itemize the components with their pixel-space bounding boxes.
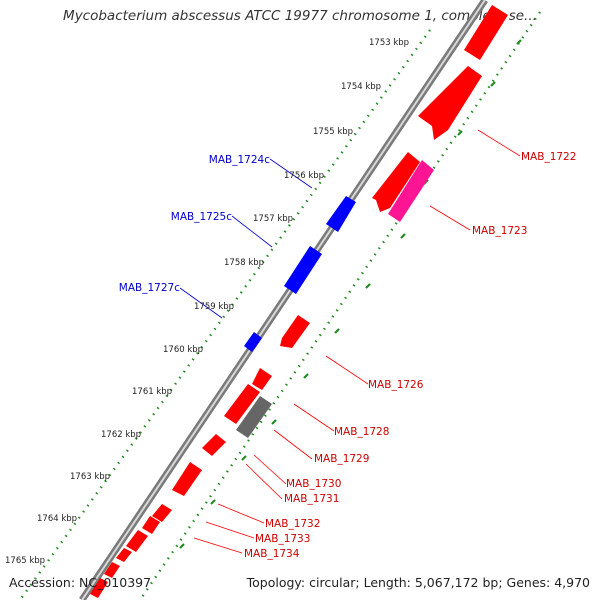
forward-gene-label[interactable]: MAB_1729: [314, 453, 369, 465]
kbp-tick-label: 1762 kbp: [101, 430, 141, 440]
kbp-tick-label: 1759 kbp: [194, 302, 234, 312]
kbp-tick-label: 1763 kbp: [70, 472, 110, 482]
gene-mab-1726: [280, 315, 310, 348]
gene-mab-1728-small: [252, 368, 272, 390]
gene-mab-1724c: [326, 196, 356, 232]
gene-mab-1732: [152, 504, 172, 522]
forward-gene-label[interactable]: MAB_1733: [255, 533, 310, 545]
reverse-gene-label[interactable]: MAB_1725c: [171, 211, 232, 223]
gene-small-2: [104, 562, 120, 578]
gene-small-3: [90, 578, 108, 598]
gene-mab-1733: [142, 516, 160, 534]
kbp-tick-label: 1754 kbp: [341, 82, 381, 92]
gene-mab-1722-top: [464, 5, 508, 60]
gene-mab-1723: [388, 160, 434, 222]
map-title: Mycobacterium abscessus ATCC 19977 chrom…: [63, 8, 537, 24]
inner-right-tick-track: [139, 11, 541, 600]
gene-mab-1723a: [372, 152, 420, 212]
right-track-major-ticks: [179, 39, 522, 549]
gene-mab-1734: [126, 530, 148, 552]
forward-gene-label[interactable]: MAB_1730: [286, 478, 341, 490]
reverse-gene-labels: MAB_1724c MAB_1725c MAB_1727c: [119, 154, 270, 294]
forward-leader-lines: [193, 129, 521, 554]
forward-gene-label[interactable]: MAB_1731: [284, 493, 339, 505]
accession-label: Accession: NC_010397: [9, 575, 152, 590]
forward-gene-label[interactable]: MAB_1732: [265, 518, 320, 530]
kbp-tick-label: 1753 kbp: [369, 38, 409, 48]
gene-mab-1730: [202, 434, 226, 456]
gene-mab-1725c: [284, 246, 322, 294]
kbp-tick-label: 1757 kbp: [253, 214, 293, 224]
kbp-tick-label: 1756 kbp: [284, 171, 324, 181]
kbp-tick-label: 1764 kbp: [37, 514, 77, 524]
gene-mab-1731: [172, 462, 202, 496]
kbp-tick-label: 1765 kbp: [5, 556, 45, 566]
kbp-tick-label: 1760 kbp: [163, 345, 203, 355]
gene-mab-1722: [418, 66, 482, 140]
reverse-leader-lines: [179, 158, 313, 319]
gene-mab-1729: [236, 396, 272, 438]
gene-mab-1727c: [244, 332, 262, 352]
forward-gene-label[interactable]: MAB_1734: [244, 548, 300, 560]
chromosome-backbone-highlight: [81, 0, 486, 600]
kbp-tick-label: 1755 kbp: [313, 127, 353, 137]
reverse-gene-label[interactable]: MAB_1724c: [209, 154, 270, 166]
kbp-tick-label: 1761 kbp: [132, 387, 172, 397]
gene-mab-1728: [224, 384, 260, 424]
reverse-genes: [244, 196, 356, 352]
kbp-tick-labels: 1753 kbp 1754 kbp 1755 kbp 1756 kbp 1757 kbp…: [5, 38, 409, 566]
reverse-gene-label[interactable]: MAB_1727c: [119, 282, 180, 294]
forward-gene-label[interactable]: MAB_1728: [334, 426, 389, 438]
forward-gene-label[interactable]: MAB_1722: [521, 151, 576, 163]
forward-gene-labels: MAB_1722 MAB_1723 MAB_1726 MAB_1728 MAB_1729…: [244, 151, 576, 560]
forward-genes: [90, 5, 508, 598]
gene-small-1: [116, 548, 132, 562]
genome-summary: Topology: circular; Length: 5,067,172 bp…: [246, 575, 590, 590]
kbp-tick-label: 1758 kbp: [224, 258, 264, 268]
forward-gene-label[interactable]: MAB_1726: [368, 379, 424, 391]
forward-gene-label[interactable]: MAB_1723: [472, 225, 527, 237]
outer-left-tick-track: [19, 29, 431, 600]
